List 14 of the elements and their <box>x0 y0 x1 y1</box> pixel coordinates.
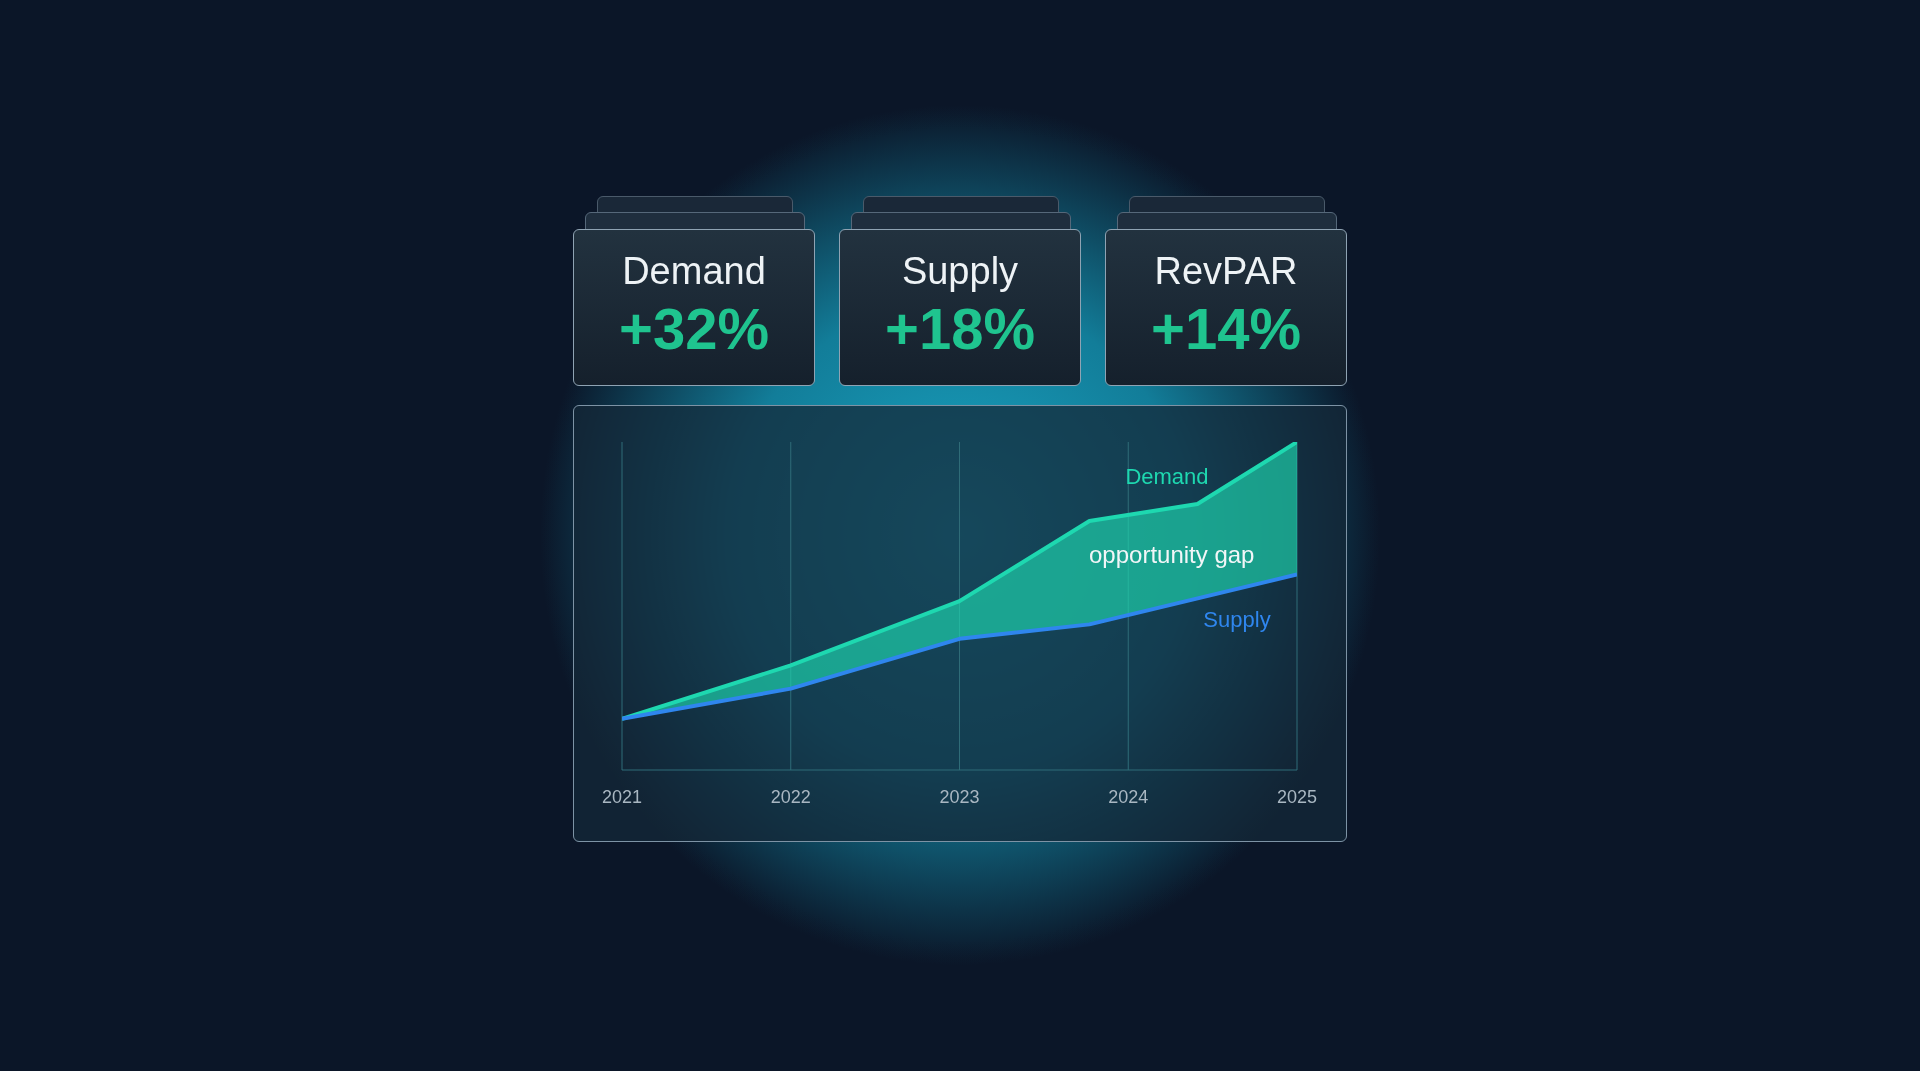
text: +14% <box>1150 295 1302 362</box>
x-tick-label: 2022 <box>770 786 811 807</box>
category-label: RevPAR <box>1153 250 1299 293</box>
annotation: opportunity gap <box>1089 541 1255 569</box>
category-label: Supply <box>900 250 1020 293</box>
x-tick-label: 2023 <box>939 786 980 807</box>
x-tick-label: 2024 <box>1108 786 1149 807</box>
x-tick-label: 2021 <box>601 786 643 807</box>
category-label: Demand <box>621 250 767 293</box>
text: +32% <box>618 295 770 362</box>
series-label: Demand <box>1125 464 1209 489</box>
x-tick-label: 2025 <box>1276 786 1318 807</box>
series-label: Supply <box>1203 606 1271 632</box>
text: +18% <box>884 295 1036 362</box>
